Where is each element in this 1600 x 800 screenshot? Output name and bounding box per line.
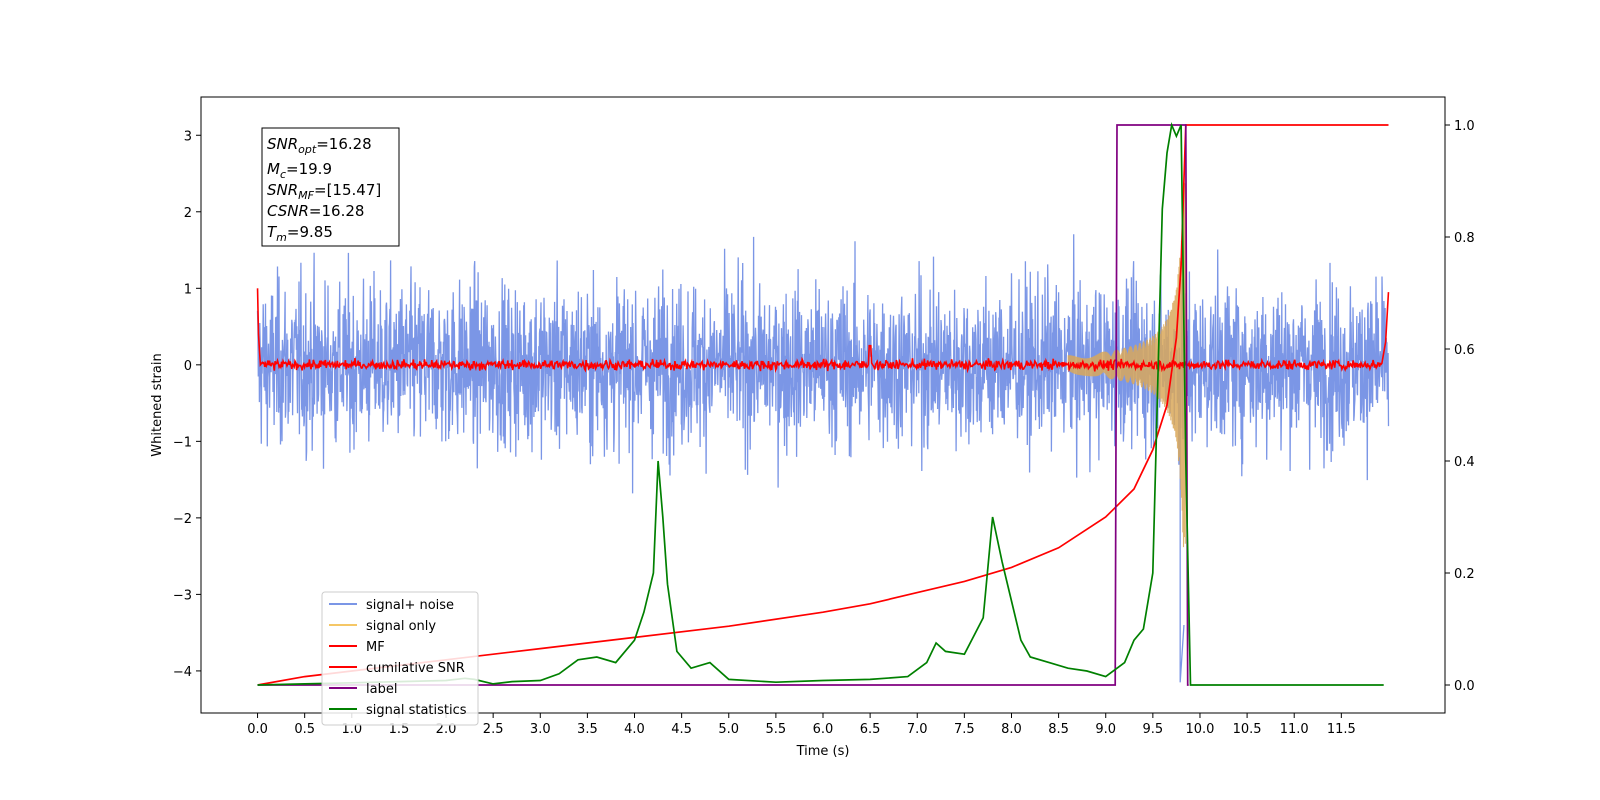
y-axis-label: Whitened strain (150, 353, 165, 456)
x-tick-label: 1.5 (389, 722, 410, 737)
y2-tick-label: 0.0 (1454, 679, 1475, 694)
y2-tick-label: 0.8 (1454, 231, 1475, 246)
info-snr-mf: SNRMF=[15.47] (267, 181, 381, 202)
series-signal-statistics (257, 121, 1384, 686)
x-tick-label: 10.5 (1233, 722, 1262, 737)
x-tick-label: 8.0 (1001, 722, 1022, 737)
y-tick-label: 3 (184, 129, 192, 144)
x-tick-label: 1.0 (341, 722, 362, 737)
legend-label-signal-noise: signal+ noise (366, 598, 454, 613)
info-box-frame (261, 127, 400, 247)
x-tick-label: 8.5 (1048, 722, 1069, 737)
x-tick-label: 9.5 (1143, 722, 1164, 737)
x-tick-label: 0.5 (294, 722, 315, 737)
x-tick-label: 11.5 (1327, 722, 1356, 737)
y-axis-left: 3 2 1 0 −1 −2 −3 −4 (173, 129, 201, 680)
series-label (257, 124, 1189, 686)
x-tick-label: 0.0 (247, 722, 268, 737)
info-tm: Tm=9.85 (267, 223, 333, 244)
y-tick-label: 1 (184, 282, 192, 297)
legend-label-cumulative-snr: cumilative SNR (366, 661, 465, 676)
legend: signal+ noise signal only MF cumilative … (321, 591, 479, 726)
x-tick-label: 7.0 (907, 722, 928, 737)
x-tick-label: 6.0 (813, 722, 834, 737)
x-tick-label: 10.0 (1185, 722, 1214, 737)
legend-frame (321, 591, 479, 726)
x-tick-label: 4.0 (624, 722, 645, 737)
legend-label-signal-statistics: signal statistics (366, 703, 467, 718)
x-tick-label: 5.5 (766, 722, 787, 737)
info-mc: Mc=19.9 (267, 160, 332, 181)
x-tick-label: 7.5 (954, 722, 975, 737)
y-axis-right: 1.0 0.8 0.6 0.4 0.2 0.0 (1445, 119, 1475, 694)
x-axis-label: Time (s) (796, 744, 850, 759)
series-layer (256, 121, 1390, 686)
y2-tick-label: 0.6 (1454, 343, 1475, 358)
info-box: SNRopt=16.28 Mc=19.9 SNRMF=[15.47] CSNR=… (261, 127, 400, 247)
x-tick-label: 2.5 (483, 722, 504, 737)
x-axis: 0.0 0.5 1.0 1.5 2.0 2.5 3.0 3.5 4.0 4.5 5.0 5.5 6.0 6… (247, 713, 1356, 737)
series-mf (256, 288, 1390, 374)
legend-label-mf: MF (366, 640, 385, 655)
y-tick-label: −4 (173, 665, 192, 680)
x-tick-label: 2.0 (436, 722, 457, 737)
legend-label-label: label (366, 682, 397, 697)
series-signal-only (1067, 182, 1187, 548)
legend-label-signal-only: signal only (366, 619, 436, 634)
y-tick-label: −2 (173, 512, 192, 527)
x-tick-label: 3.5 (577, 722, 598, 737)
x-tick-label: 6.5 (860, 722, 881, 737)
series-signal-noise (256, 234, 1390, 494)
x-tick-label: 9.0 (1095, 722, 1116, 737)
y2-tick-label: 0.4 (1454, 455, 1475, 470)
x-tick-label: 4.5 (671, 722, 692, 737)
x-tick-label: 3.0 (530, 722, 551, 737)
y2-tick-label: 0.2 (1454, 567, 1475, 582)
y2-tick-label: 1.0 (1454, 119, 1475, 134)
x-tick-label: 5.0 (718, 722, 739, 737)
info-snr-opt: SNRopt=16.28 (267, 135, 372, 156)
y-tick-label: −1 (173, 435, 192, 450)
y-tick-label: 2 (184, 206, 192, 221)
y-tick-label: 0 (184, 359, 192, 374)
info-csnr: CSNR=16.28 (267, 202, 364, 220)
y-tick-label: −3 (173, 588, 192, 603)
x-tick-label: 11.0 (1280, 722, 1309, 737)
